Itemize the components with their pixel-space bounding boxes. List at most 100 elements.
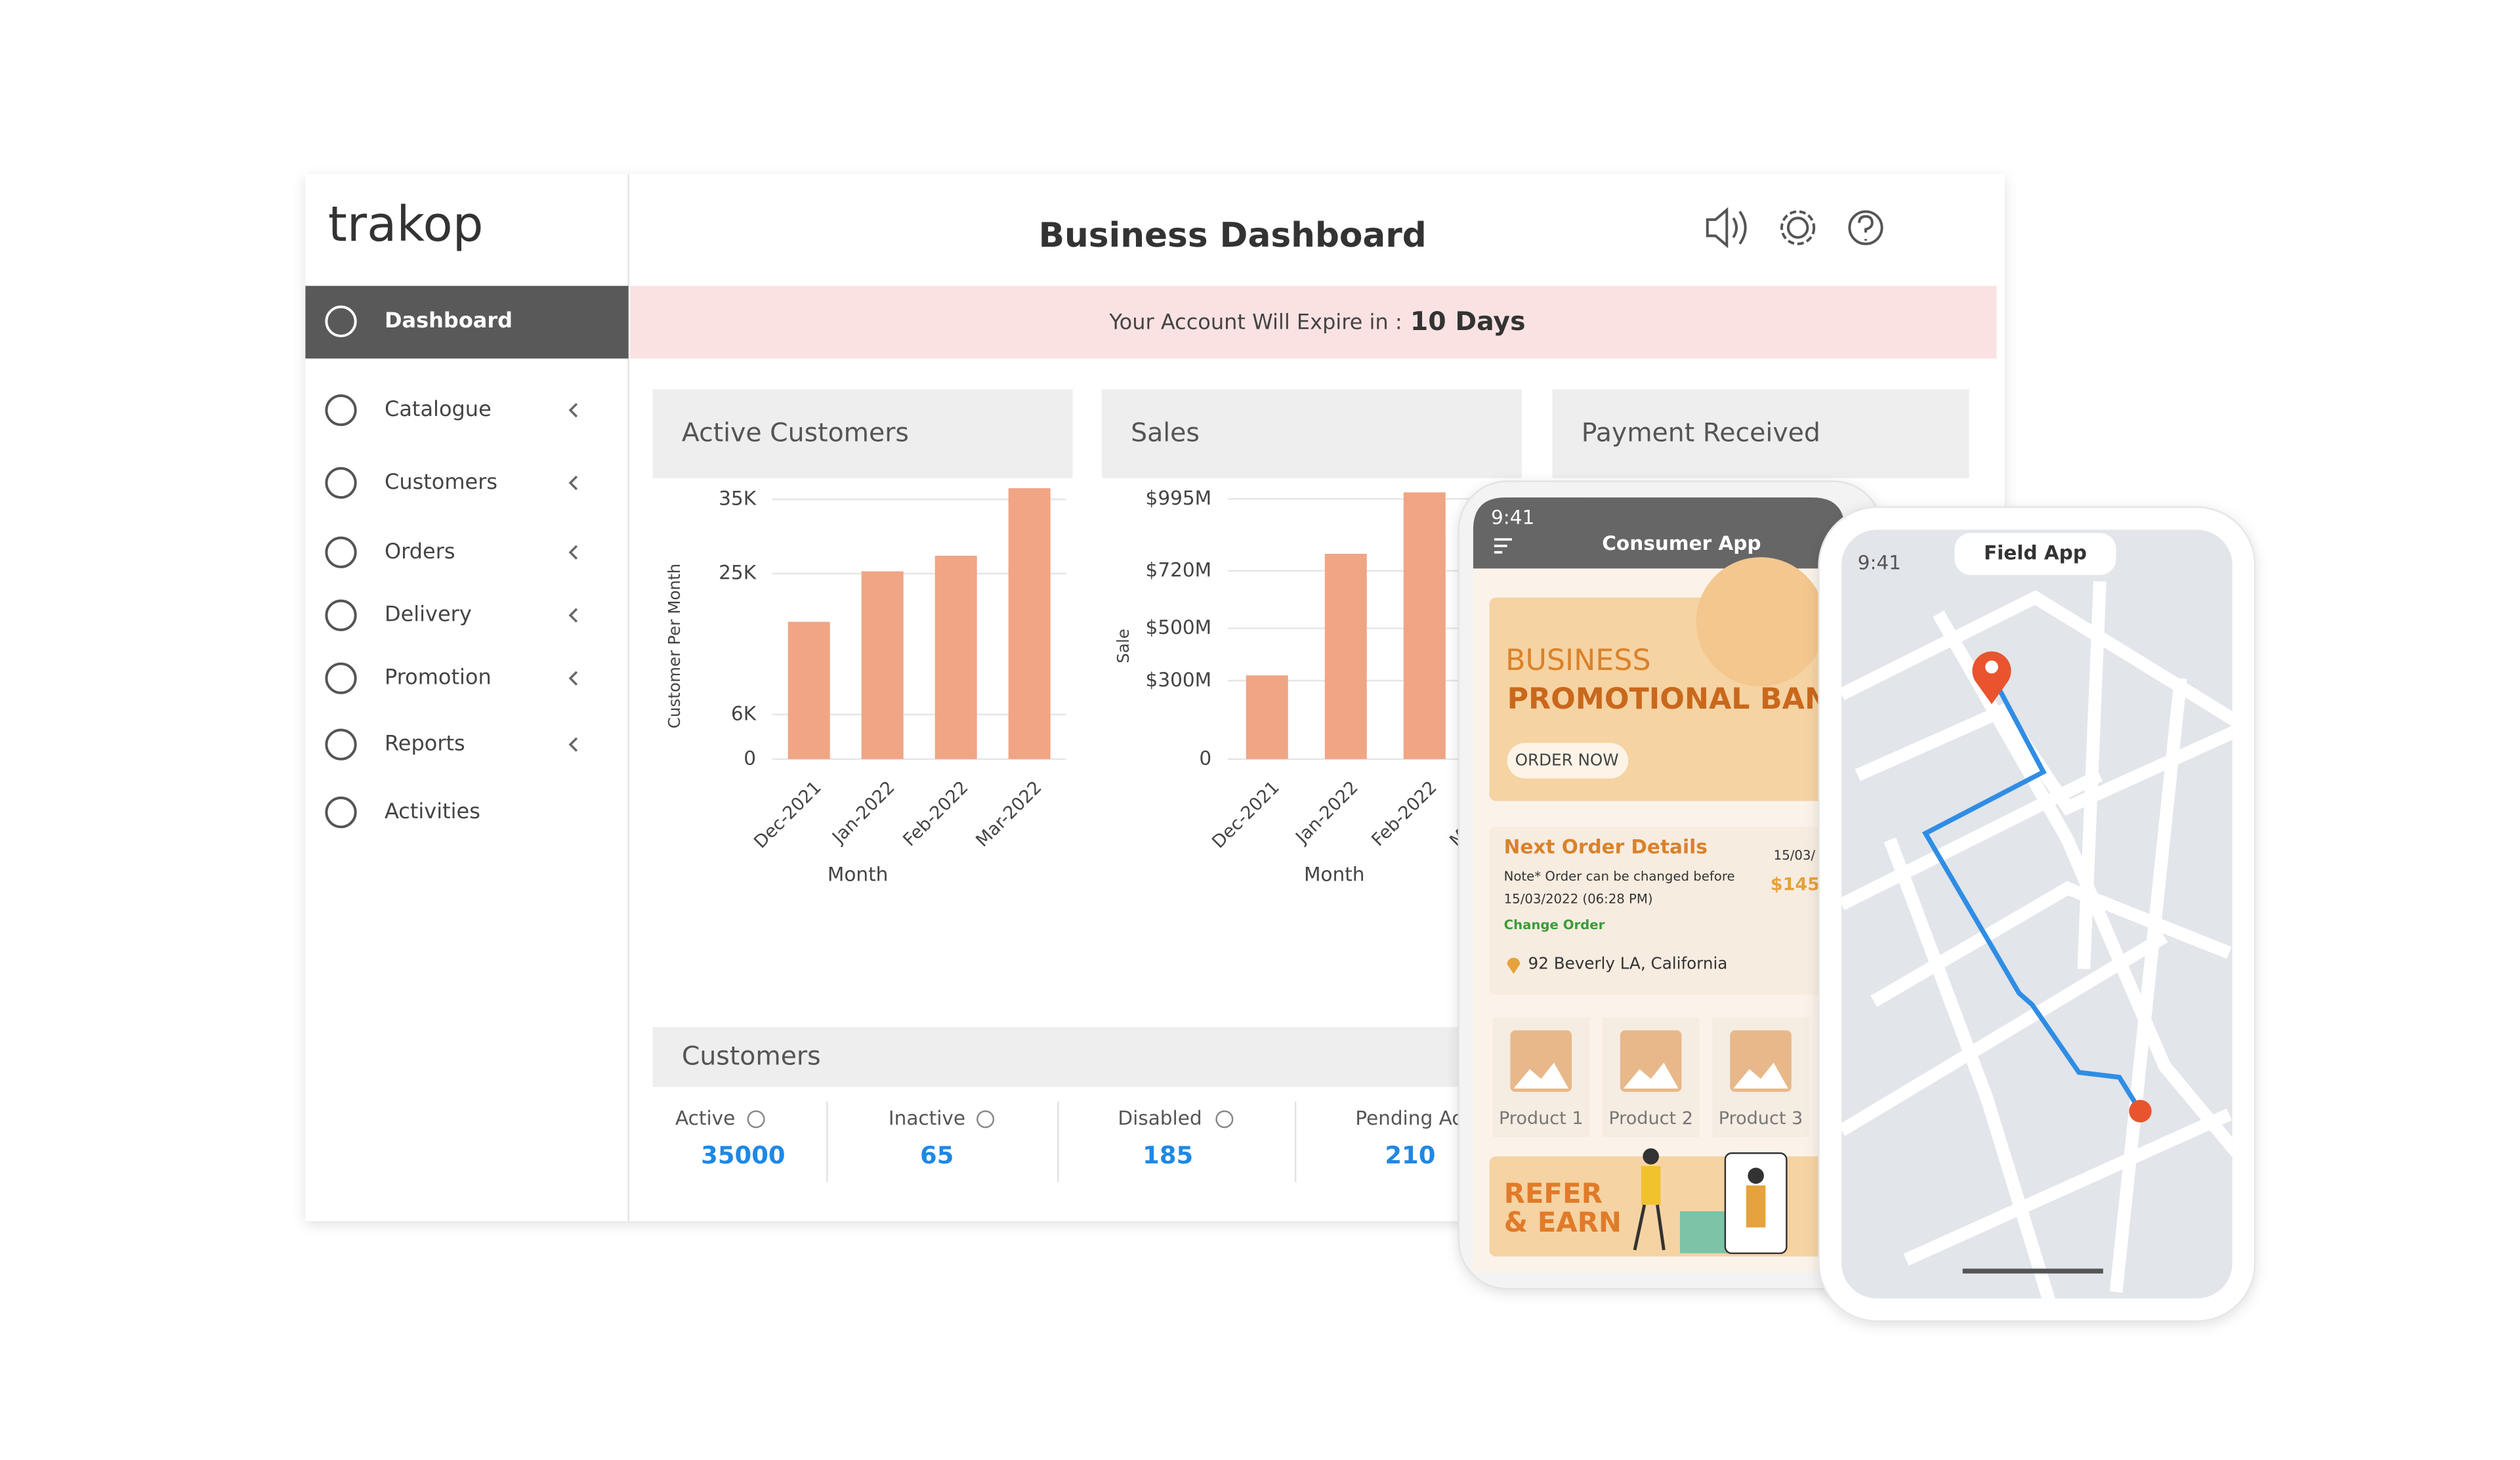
refer-illustration — [1633, 1148, 1788, 1255]
menu-label: Catalogue — [385, 396, 492, 421]
y-tick-label: $300M — [1146, 669, 1212, 691]
product-tile[interactable]: Product 2 — [1602, 1017, 1700, 1137]
order-note: Note* Order can be changed before — [1504, 869, 1735, 884]
menu-item[interactable]: Delivery — [325, 599, 578, 631]
panel-title: Payment Received — [1582, 418, 1820, 448]
bar — [934, 555, 977, 759]
menu-label: Dashboard — [385, 308, 513, 333]
menu-item[interactable]: Orders — [325, 536, 578, 568]
menu-icon — [325, 662, 357, 694]
x-axis-title: Month — [828, 864, 889, 886]
expiry-banner — [630, 285, 1997, 359]
address: 92 Beverly LA, California — [1528, 953, 1728, 972]
menu-icon — [325, 796, 357, 829]
menu-chevron — [568, 608, 578, 623]
customer-stats: Active 35000 Inactive 65 Disabled 185 Pending … — [675, 1101, 1462, 1182]
menu-icon[interactable] — [1494, 538, 1512, 554]
bar — [1008, 488, 1051, 759]
panel-title: Active Customers — [682, 418, 909, 448]
order-title: Next Order Details — [1504, 836, 1708, 858]
active-menu-bg — [305, 285, 629, 359]
header-icons — [1706, 207, 1883, 249]
app-title: Field App — [1984, 542, 2087, 564]
product-label: Product 2 — [1608, 1108, 1693, 1129]
order-now-label: ORDER NOW — [1515, 750, 1619, 769]
x-axis-title: Month — [1304, 864, 1365, 886]
order-panel — [1489, 827, 1829, 995]
order-now-button[interactable] — [1507, 743, 1629, 779]
sound-icon[interactable] — [1706, 207, 1747, 249]
bar — [861, 571, 904, 759]
menu-label: Promotion — [385, 665, 492, 690]
menu-item[interactable]: Dashboard — [325, 305, 513, 337]
menu-label: Reports — [385, 731, 465, 756]
menu-icon — [325, 599, 357, 631]
app-title: Consumer App — [1602, 532, 1761, 554]
change-order-link[interactable]: Change Order — [1504, 917, 1605, 932]
y-tick-label: $500M — [1146, 616, 1212, 638]
map — [1841, 530, 2233, 1299]
panel-title: Sales — [1131, 418, 1200, 448]
bar — [788, 621, 830, 759]
panel-header — [1552, 389, 1969, 478]
panel-header — [652, 389, 1073, 478]
stat-label: Inactive — [889, 1107, 965, 1129]
stat-value: 35000 — [701, 1141, 785, 1169]
menu-item[interactable]: Catalogue — [325, 394, 578, 427]
sidebar-menu: Dashboard Catalogue Customers Orders Deliver… — [325, 305, 578, 829]
status-time: 9:41 — [1858, 551, 1901, 574]
stat-value: 185 — [1143, 1141, 1193, 1169]
info-icon[interactable] — [976, 1110, 995, 1129]
y-tick-label: 6K — [731, 702, 757, 724]
page-title: Business Dashboard — [1039, 216, 1427, 255]
stat-value: 65 — [920, 1141, 954, 1169]
menu-label: Activities — [385, 799, 480, 824]
consumer-topbar — [1473, 497, 1845, 569]
stat-label: Pending Ac — [1355, 1107, 1462, 1129]
help-icon[interactable] — [1848, 210, 1883, 245]
menu-item[interactable]: Reports — [325, 728, 578, 761]
stat-label: Disabled — [1118, 1107, 1202, 1129]
menu-chevron — [568, 403, 578, 418]
stat-value: 210 — [1385, 1141, 1435, 1169]
menu-item[interactable]: Customers — [325, 467, 578, 499]
customers-header — [652, 1027, 1477, 1087]
menu-icon — [325, 394, 357, 427]
expiry-value: 10 Days — [1410, 306, 1526, 337]
y-axis-title: Customer Per Month — [665, 564, 684, 729]
menu-item[interactable]: Activities — [325, 796, 480, 829]
y-tick-label: 25K — [719, 562, 757, 584]
menu-chevron — [568, 475, 578, 490]
title-pill — [1954, 533, 2116, 575]
product-tile[interactable]: Product 3 — [1712, 1017, 1809, 1137]
status-time: 9:41 — [1491, 507, 1534, 529]
menu-item[interactable]: Promotion — [325, 662, 578, 694]
bar — [1246, 675, 1288, 759]
product-image-icon — [1513, 1062, 1569, 1089]
info-icon[interactable] — [747, 1110, 765, 1129]
menu-label: Delivery — [385, 602, 472, 627]
y-axis-title: Sale — [1114, 629, 1133, 663]
banner-decoration — [1696, 557, 1826, 687]
refer-text: & EARN — [1504, 1206, 1622, 1238]
route — [1922, 674, 2143, 1113]
order-note: 15/03/2022 (06:28 PM) — [1504, 891, 1653, 906]
product-label: Product 1 — [1499, 1108, 1584, 1129]
settings-icon[interactable] — [1786, 217, 1809, 239]
menu-icon — [325, 728, 357, 761]
product-tile[interactable]: Product 1 — [1492, 1017, 1590, 1137]
menu-icon — [325, 467, 357, 499]
y-tick-label: $995M — [1146, 487, 1212, 509]
menu-label: Orders — [385, 539, 455, 564]
pin-center — [1985, 660, 1998, 674]
end-point — [2129, 1100, 2152, 1123]
info-icon[interactable] — [1215, 1110, 1234, 1129]
product-label: Product 3 — [1719, 1108, 1803, 1129]
y-tick-label: 35K — [719, 488, 757, 510]
menu-chevron — [568, 545, 578, 560]
customers-title: Customers — [682, 1041, 821, 1072]
menu-chevron — [568, 737, 578, 752]
order-date: 15/03/ — [1774, 848, 1816, 863]
